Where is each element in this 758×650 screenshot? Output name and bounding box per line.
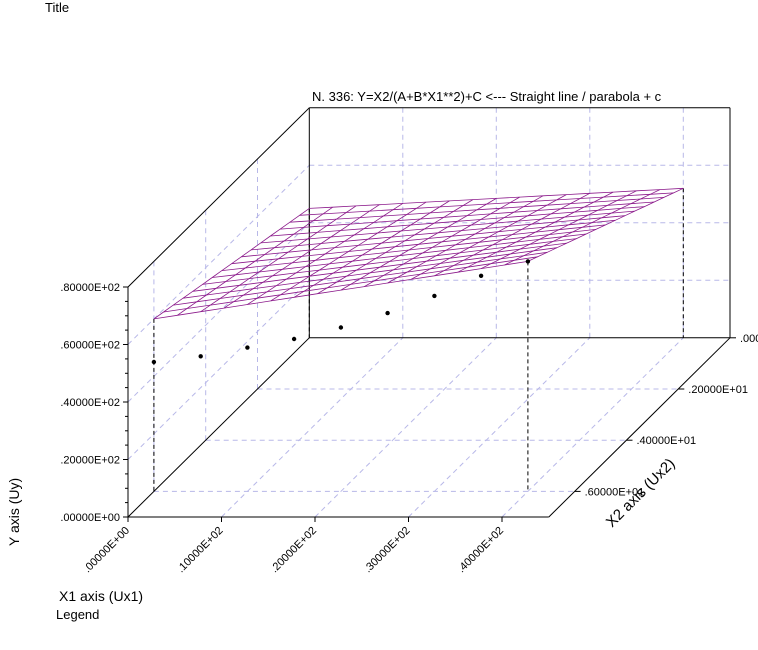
data-point [525, 259, 531, 264]
chart-title: N. 336: Y=X2/(A+B*X1**2)+C <--- Straight… [312, 89, 662, 104]
surface-mesh-line [299, 192, 674, 216]
y-tick-label: .40000E+02 [60, 397, 120, 409]
data-point [198, 354, 203, 359]
data-point [338, 325, 344, 330]
x-tick-label: .00000E+00 [81, 525, 132, 576]
x2-tick-label: .00000E+00 [740, 333, 758, 345]
frame-right-bottom [548, 337, 731, 518]
frame-left-bottom [127, 337, 310, 518]
x2-tick-label: .20000E+01 [688, 384, 748, 396]
surface-mesh-line [182, 247, 558, 299]
surface-mesh-line [221, 229, 596, 271]
page-title: Title [45, 0, 70, 15]
data-point [291, 336, 297, 342]
x-tick-label: .30000E+02 [362, 525, 413, 576]
data-point [432, 293, 437, 299]
left-wall-grid-y [127, 279, 310, 460]
left-wall-grid-y [127, 222, 310, 403]
frame-left-top [127, 107, 310, 288]
data-point [245, 345, 250, 350]
legend-label: Legend [56, 607, 100, 622]
surface-mesh-line [173, 251, 548, 306]
y-tick-label: .60000E+02 [60, 340, 120, 352]
x-tick-label: .20000E+02 [268, 525, 319, 576]
floor-grid-x [408, 337, 591, 518]
surface-mesh-line [241, 219, 616, 258]
floor-grid-x [221, 337, 404, 518]
surface-mesh-line [527, 187, 684, 262]
surface-mesh-line [192, 242, 567, 292]
surface-mesh-line [202, 238, 577, 285]
surface-mesh-line [231, 224, 606, 265]
y-axis-label: Y axis (Uy) [6, 478, 22, 546]
x-tick-label: .10000E+02 [175, 525, 226, 576]
surface-mesh-line [270, 206, 645, 237]
x2-tick-label: .40000E+01 [637, 435, 697, 447]
x2-tick-label: .60000E+01 [585, 486, 645, 498]
y-tick-label: .80000E+02 [60, 282, 120, 294]
x-tick-label: .40000E+02 [455, 525, 506, 576]
y-tick-label: .20000E+02 [60, 455, 120, 467]
data-point [151, 359, 157, 365]
surface-mesh-line [212, 233, 587, 278]
data-point [478, 273, 484, 278]
left-wall-grid-y [127, 164, 310, 345]
surface-mesh-line [153, 261, 528, 320]
floor-grid-x [501, 337, 684, 518]
surface-mesh-line [289, 197, 664, 223]
data-point [385, 310, 390, 316]
surface-mesh-line [260, 210, 635, 244]
x-axis-label: X1 axis (Ux1) [59, 588, 143, 604]
surface-mesh-line [280, 201, 655, 230]
surface-mesh-line [250, 215, 626, 251]
surface-mesh-line [163, 256, 538, 313]
y-tick-label: .00000E+00 [60, 512, 120, 524]
surface-mesh-line [309, 187, 684, 209]
floor-grid-x [314, 337, 497, 518]
